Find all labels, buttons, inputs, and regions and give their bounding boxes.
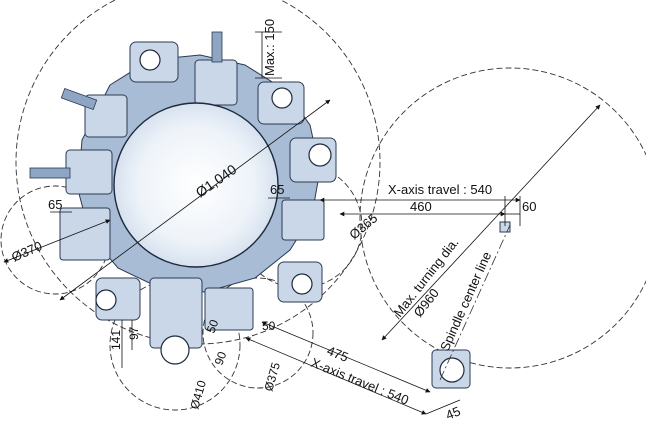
turret-body xyxy=(29,31,337,365)
label-65-right: 65 xyxy=(270,182,284,197)
tool-station xyxy=(59,207,111,261)
label-60: 60 xyxy=(522,199,536,214)
tool-station xyxy=(281,199,325,241)
label-dia-375: Ø375 xyxy=(261,360,283,392)
label-97: 97 xyxy=(127,326,141,340)
tool-circle-410 xyxy=(109,279,241,411)
label-90: 90 xyxy=(212,349,230,367)
label-max-150: Max.: 150 xyxy=(262,19,277,76)
label-65-left: 65 xyxy=(48,197,62,212)
label-50-a: 50 xyxy=(204,317,222,335)
label-460: 460 xyxy=(410,199,432,214)
turret-swing-circle xyxy=(15,0,381,345)
label-45: 45 xyxy=(444,403,463,422)
label-dia-410: Ø410 xyxy=(187,378,209,410)
label-141: 141 xyxy=(109,330,123,350)
label-dia-370: Ø370 xyxy=(9,238,44,265)
tool-station xyxy=(65,149,113,195)
label-spindle-center: Spindle center line xyxy=(437,249,494,353)
max-turning-circle xyxy=(359,67,646,369)
label-50-b: 50 xyxy=(262,319,276,333)
dimension-lines xyxy=(3,31,601,415)
label-x-travel-top: X-axis travel : 540 xyxy=(388,182,492,197)
tool-station xyxy=(194,59,238,106)
